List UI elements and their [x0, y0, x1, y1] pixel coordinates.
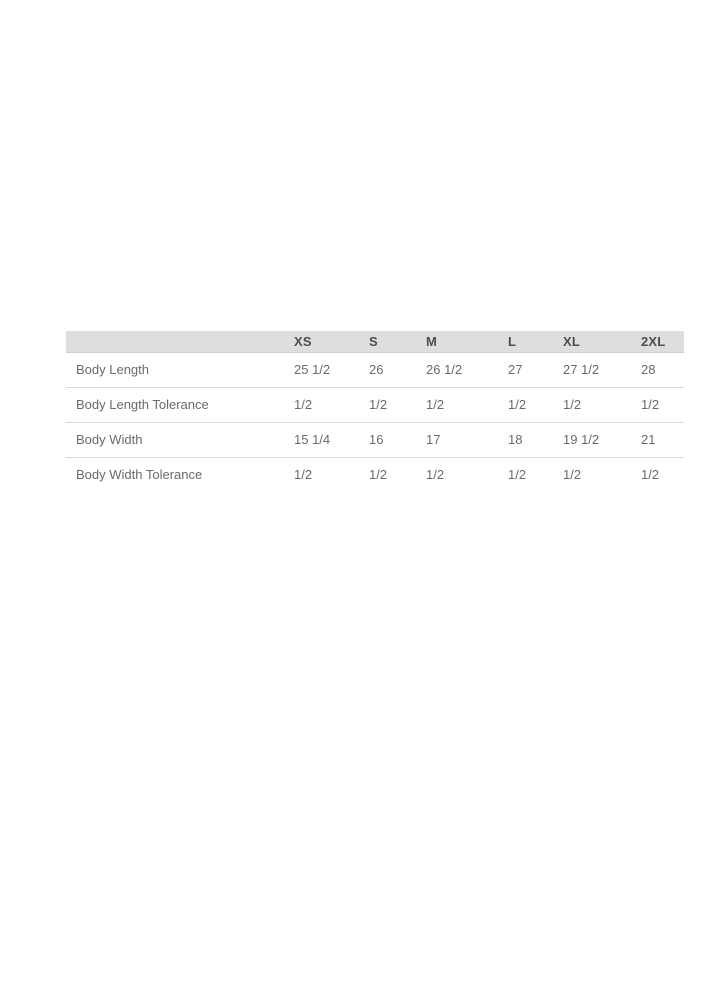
- value-cell: 26: [369, 362, 384, 377]
- column-header-m: M: [425, 331, 507, 353]
- value-cell: 26 1/2: [426, 362, 463, 377]
- value-cell: 1/2: [507, 386, 562, 422]
- value-cell: 18: [507, 421, 562, 457]
- value-cell: 27: [508, 362, 523, 377]
- size-chart-header: XS S M L XL 2XL: [66, 331, 684, 353]
- column-header-s: S: [368, 331, 425, 353]
- row-label-column-header: [66, 331, 293, 353]
- value-cell: 1/2: [293, 456, 368, 492]
- value-cell: 1/2: [640, 456, 684, 492]
- table-row: Body Length Tolerance 1/2 1/2 1/2 1/2 1/2 1/2: [66, 386, 684, 422]
- value-cell: 15 1/4: [293, 421, 368, 457]
- value-cell: 1/2: [640, 386, 684, 422]
- value-cell: 1/2: [562, 386, 640, 422]
- value-cell: 1/2: [425, 456, 507, 492]
- value-cell: 21: [640, 421, 684, 457]
- value-cell: 1/2: [562, 456, 640, 492]
- value-cell: 27 1/2: [563, 362, 600, 377]
- value-cell: 25 1/2: [294, 362, 331, 377]
- column-header-xs: XS: [293, 331, 368, 353]
- value-cell: 1/2: [507, 456, 562, 492]
- value-cell: 1/2: [425, 386, 507, 422]
- value-cell: 1/2: [368, 386, 425, 422]
- table-row: Body Length 25 1/2 26 26 1/2 27 27 1/2 28: [66, 352, 684, 387]
- row-label: Body Length Tolerance: [66, 386, 293, 422]
- column-header-l: L: [507, 331, 562, 353]
- row-label: Body Length: [76, 362, 150, 377]
- row-label: Body Width Tolerance: [66, 456, 293, 492]
- size-chart-body: Body Length 25 1/2 26 26 1/2 27 27 1/2 28 Body …: [66, 352, 684, 492]
- row-label: Body Width: [66, 421, 293, 457]
- value-cell: 17: [425, 421, 507, 457]
- size-chart-header-row: XS S M L XL 2XL: [66, 331, 684, 353]
- size-chart-table: XS S M L XL 2XL Body Length 25 1/2 26 26 1/2 27 27…: [66, 331, 684, 492]
- column-header-2xl: 2XL: [640, 331, 684, 353]
- table-row: Body Width 15 1/4 16 17 18 19 1/2 21: [66, 421, 684, 457]
- column-header-xl: XL: [562, 331, 640, 353]
- value-cell: 28: [641, 362, 656, 377]
- table-row: Body Width Tolerance 1/2 1/2 1/2 1/2 1/2 1/2: [66, 456, 684, 492]
- value-cell: 1/2: [293, 386, 368, 422]
- size-chart-section: XS S M L XL 2XL Body Length 25 1/2 26 26 1/2 27 27…: [66, 331, 684, 492]
- value-cell: 19 1/2: [562, 421, 640, 457]
- value-cell: 16: [368, 421, 425, 457]
- value-cell: 1/2: [368, 456, 425, 492]
